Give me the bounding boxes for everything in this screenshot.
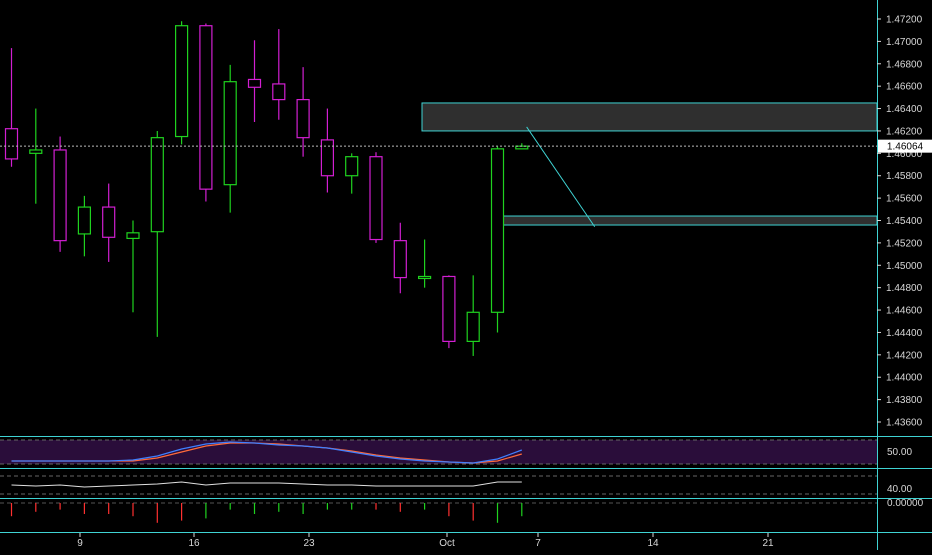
price-tick-label: 1.44800 xyxy=(886,283,923,294)
price-tick-label: 1.45800 xyxy=(886,171,923,182)
candle-body xyxy=(77,206,92,235)
candle-body xyxy=(126,232,140,240)
candle-body xyxy=(53,149,67,242)
candle-body xyxy=(223,81,237,186)
candle xyxy=(247,40,262,122)
candle-body xyxy=(175,25,189,138)
price-zone xyxy=(421,102,878,132)
candle-body xyxy=(320,139,334,177)
candle-body xyxy=(247,78,262,88)
candle xyxy=(345,153,359,194)
stochastic-band xyxy=(0,440,877,464)
candle xyxy=(150,130,164,337)
candle xyxy=(4,48,19,167)
stochastic-label: 50.00 xyxy=(887,447,912,458)
price-tick-label: 1.47000 xyxy=(886,37,923,48)
time-tick-label: 9 xyxy=(77,538,83,549)
price-tick-label: 1.45400 xyxy=(886,216,923,227)
candle xyxy=(126,220,140,313)
stochastic-panel[interactable]: 50.00 xyxy=(0,439,912,465)
oscillator-panel[interactable]: 40.00 xyxy=(0,475,912,495)
candle xyxy=(442,275,456,349)
price-tick-label: 1.46200 xyxy=(886,126,923,137)
candle xyxy=(418,239,432,288)
candle-body xyxy=(466,311,480,342)
oscillator-label: 40.00 xyxy=(887,484,912,495)
time-tick-label: 16 xyxy=(188,538,200,549)
histogram-bars xyxy=(10,503,523,523)
price-panel[interactable] xyxy=(0,21,878,356)
candle-body xyxy=(199,25,213,190)
stochastic-k-line xyxy=(11,441,523,464)
candle xyxy=(320,108,334,193)
candle-body xyxy=(150,137,164,233)
trendline[interactable] xyxy=(526,126,596,228)
candle-body xyxy=(29,149,43,154)
candle-body xyxy=(345,156,359,177)
price-tick-label: 1.46800 xyxy=(886,59,923,70)
candle xyxy=(369,152,383,243)
price-tick-label: 1.46600 xyxy=(886,82,923,93)
price-tick-label: 1.46400 xyxy=(886,104,923,115)
time-tick-label: 21 xyxy=(762,538,774,549)
candle-body xyxy=(442,275,456,343)
candle xyxy=(466,275,480,356)
candle-body xyxy=(490,148,505,313)
candle xyxy=(296,67,310,157)
last-price-label: 1.46064 xyxy=(878,139,932,153)
histogram-label: 0.00000 xyxy=(887,498,924,509)
candle-body xyxy=(272,83,286,101)
candle-body xyxy=(418,275,432,280)
time-tick-label: 7 xyxy=(535,538,541,549)
price-zone xyxy=(491,215,878,226)
supply-demand-zones xyxy=(421,102,878,226)
candle xyxy=(393,222,407,294)
price-tick-label: 1.45200 xyxy=(886,238,923,249)
price-tick-label: 1.45600 xyxy=(886,194,923,205)
candle xyxy=(490,146,505,333)
time-axis[interactable]: 9 16 23 Oct 7 14 21 xyxy=(77,533,774,549)
candle xyxy=(29,108,43,204)
last-price-text: 1.46064 xyxy=(887,142,924,153)
candle xyxy=(53,136,67,252)
time-tick-label: 14 xyxy=(647,538,659,549)
time-tick-label: Oct xyxy=(439,538,455,549)
price-tick-label: 1.47200 xyxy=(886,15,923,26)
candle xyxy=(272,29,286,120)
candlesticks xyxy=(4,21,529,356)
time-tick-label: 23 xyxy=(303,538,315,549)
price-tick-label: 1.46000 xyxy=(886,149,923,160)
price-tick-label: 1.44400 xyxy=(886,328,923,339)
candle-body xyxy=(4,128,19,160)
candle xyxy=(77,195,92,257)
price-tick-label: 1.43800 xyxy=(886,395,923,406)
candle xyxy=(175,21,189,145)
candle xyxy=(199,23,213,202)
price-tick-label: 1.43600 xyxy=(886,418,923,429)
candle-body xyxy=(393,240,407,279)
candle-body xyxy=(296,98,310,139)
candle xyxy=(102,183,116,262)
price-axis[interactable]: 1.47200 1.47000 1.46800 1.46600 1.46400 1.462… xyxy=(877,15,923,429)
candle-body xyxy=(102,206,116,238)
price-tick-label: 1.45000 xyxy=(886,261,923,272)
oscillator-line xyxy=(11,481,522,488)
histogram-panel[interactable]: 0.00000 xyxy=(0,498,924,523)
price-tick-label: 1.44000 xyxy=(886,373,923,384)
price-tick-label: 1.44200 xyxy=(886,350,923,361)
candle xyxy=(223,64,237,213)
price-tick-label: 1.44600 xyxy=(886,306,923,317)
candle-body xyxy=(369,156,383,241)
